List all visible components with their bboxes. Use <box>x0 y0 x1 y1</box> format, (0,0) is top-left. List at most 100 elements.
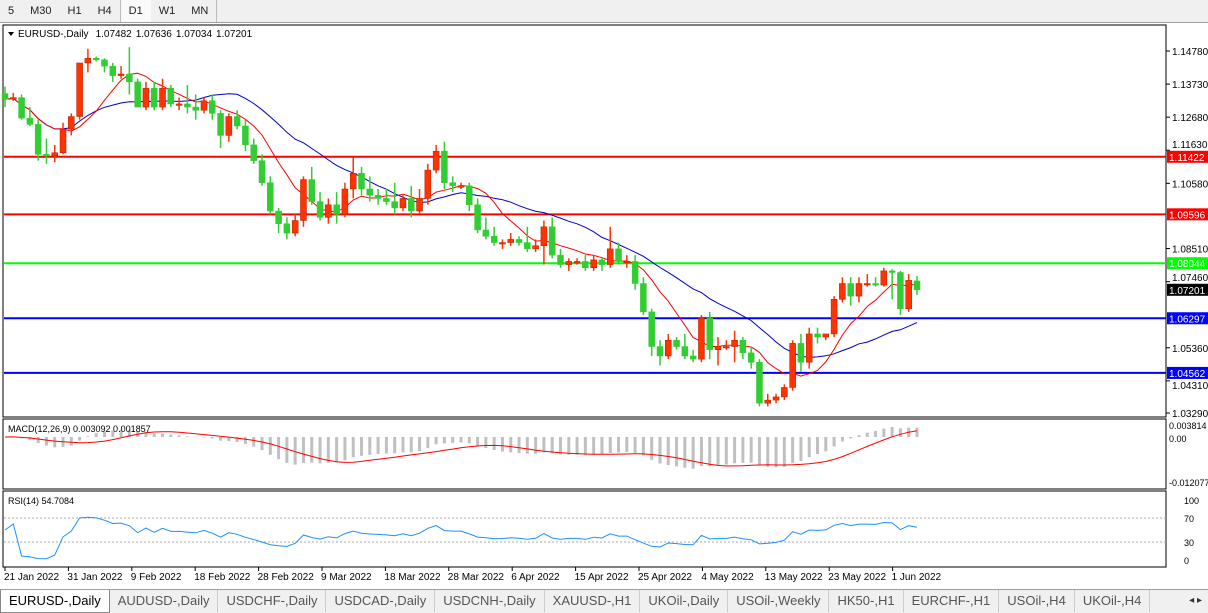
tab-audusd-daily[interactable]: AUDUSD-,Daily <box>110 590 219 612</box>
price-tick-label: 1.14780 <box>1172 47 1208 58</box>
candle-body <box>316 201 324 218</box>
chart-area[interactable]: 1.14780 1.13730 1.12680 1.11630 1.10580 1.085… <box>0 23 1208 589</box>
tab-xauusd-h1[interactable]: XAUUSD-,H1 <box>545 590 641 612</box>
candle-body <box>242 125 249 146</box>
date-axis: 21 Jan 2022 31 Jan 2022 9 Feb 2022 18 Feb 2… <box>4 567 942 583</box>
timeframe-d1[interactable]: D1 <box>119 0 151 22</box>
candle <box>1 86 9 108</box>
candle-body <box>557 254 564 265</box>
candle <box>880 267 888 287</box>
tab-usoil-h4[interactable]: USOil-,H4 <box>999 590 1075 612</box>
header-close: 1.07201 <box>216 29 253 40</box>
price-tick-label: 1.10580 <box>1172 179 1208 190</box>
candle-body <box>192 106 199 111</box>
date-label: 28 Mar 2022 <box>448 572 505 583</box>
candle <box>308 166 316 205</box>
candle <box>383 188 390 205</box>
candle-body <box>184 103 191 108</box>
candle-body <box>416 198 423 212</box>
candle-body <box>764 399 772 404</box>
candle-body <box>507 239 514 243</box>
candle-body <box>839 283 846 300</box>
candle-body <box>897 272 904 309</box>
candle-body <box>358 172 365 190</box>
candle <box>101 58 108 73</box>
candle <box>623 255 631 268</box>
candle <box>557 248 564 268</box>
candle <box>267 176 274 215</box>
candle-body <box>408 198 415 212</box>
candle <box>84 48 92 73</box>
candle-body <box>598 259 606 265</box>
price-tick-label: 1.04310 <box>1172 381 1208 392</box>
candle-body <box>499 242 506 245</box>
price-tick-label: 1.07460 <box>1172 273 1208 284</box>
tab-ukoil-daily[interactable]: UKOil-,Daily <box>640 590 729 612</box>
candle-body <box>573 261 581 264</box>
candle <box>532 239 539 253</box>
candle-body <box>515 239 523 243</box>
candle-body <box>217 113 224 136</box>
candle <box>673 337 680 350</box>
tab-eurusd-daily[interactable]: EURUSD-,Daily <box>0 590 110 613</box>
candle-body <box>300 179 307 221</box>
candle <box>598 258 606 271</box>
tab-usdcnh-daily[interactable]: USDCNH-,Daily <box>435 590 545 612</box>
candle <box>656 340 664 366</box>
timeframe-h1[interactable]: H1 <box>67 5 82 17</box>
tab-usdchf-daily[interactable]: USDCHF-,Daily <box>218 590 327 612</box>
timeframe-h4[interactable]: H4 <box>97 5 112 17</box>
tab-eurchf-h1[interactable]: EURCHF-,H1 <box>904 590 1000 612</box>
candle-body <box>291 220 299 234</box>
candle-body <box>814 333 821 338</box>
candle <box>706 311 713 360</box>
candle <box>515 236 523 246</box>
candle-body <box>698 317 705 360</box>
price-pane: 1.14780 1.13730 1.12680 1.11630 1.10580 1.085… <box>1 24 1208 420</box>
candle-body <box>457 185 465 188</box>
rsi-tick-label: 30 <box>1184 538 1194 548</box>
timeframe-w1[interactable]: W1 <box>158 5 176 17</box>
current-price-badge <box>1167 283 1208 296</box>
candle <box>764 393 772 407</box>
candle-body <box>855 283 863 297</box>
candle-body <box>615 248 622 262</box>
date-label: 15 Apr 2022 <box>575 572 629 583</box>
tab-usoil-weekly[interactable]: USOil-,Weekly <box>728 590 830 612</box>
candle-body <box>76 62 83 117</box>
tab-usdcad-daily[interactable]: USDCAD-,Daily <box>326 590 436 612</box>
candle-body <box>18 97 25 119</box>
price-tick-label: 1.05360 <box>1172 344 1208 355</box>
tab-ukoil-h4[interactable]: UKOil-,H4 <box>1075 590 1151 612</box>
candle <box>582 255 589 271</box>
tab-scroll-arrows[interactable]: ◂ ▸ <box>1189 595 1202 606</box>
candle-body <box>490 236 498 243</box>
candle <box>134 78 141 108</box>
chart-tabs: EURUSD-,Daily AUDUSD-,Daily USDCHF-,Daily U… <box>0 589 1208 613</box>
timeframe-5[interactable]: 5 <box>8 5 15 17</box>
price-tick-label: 1.13730 <box>1172 80 1208 91</box>
candle <box>689 349 697 363</box>
candle <box>548 217 556 259</box>
level-price-badge <box>1167 312 1208 325</box>
candle <box>490 226 498 246</box>
candle-body <box>872 283 879 286</box>
level-price-label: 1.04562 <box>1169 369 1206 380</box>
candle <box>524 226 531 253</box>
candle-body <box>267 182 274 212</box>
candle <box>839 277 846 303</box>
tab-hk50-h1[interactable]: HK50-,H1 <box>829 590 904 612</box>
candle <box>209 94 216 120</box>
price-tick-label: 1.11630 <box>1172 140 1208 151</box>
timeframe-m30[interactable]: M30 <box>30 5 52 17</box>
candle-body <box>714 346 722 350</box>
candle <box>631 255 639 290</box>
date-label: 6 Apr 2022 <box>511 572 560 583</box>
macd-signal-line <box>4 430 918 467</box>
candle <box>747 346 755 369</box>
timeframe-mn[interactable]: MN <box>191 5 209 17</box>
dropdown-triangle-icon[interactable] <box>8 32 14 36</box>
candle <box>441 141 448 189</box>
candle <box>51 144 58 163</box>
candle <box>905 274 912 312</box>
